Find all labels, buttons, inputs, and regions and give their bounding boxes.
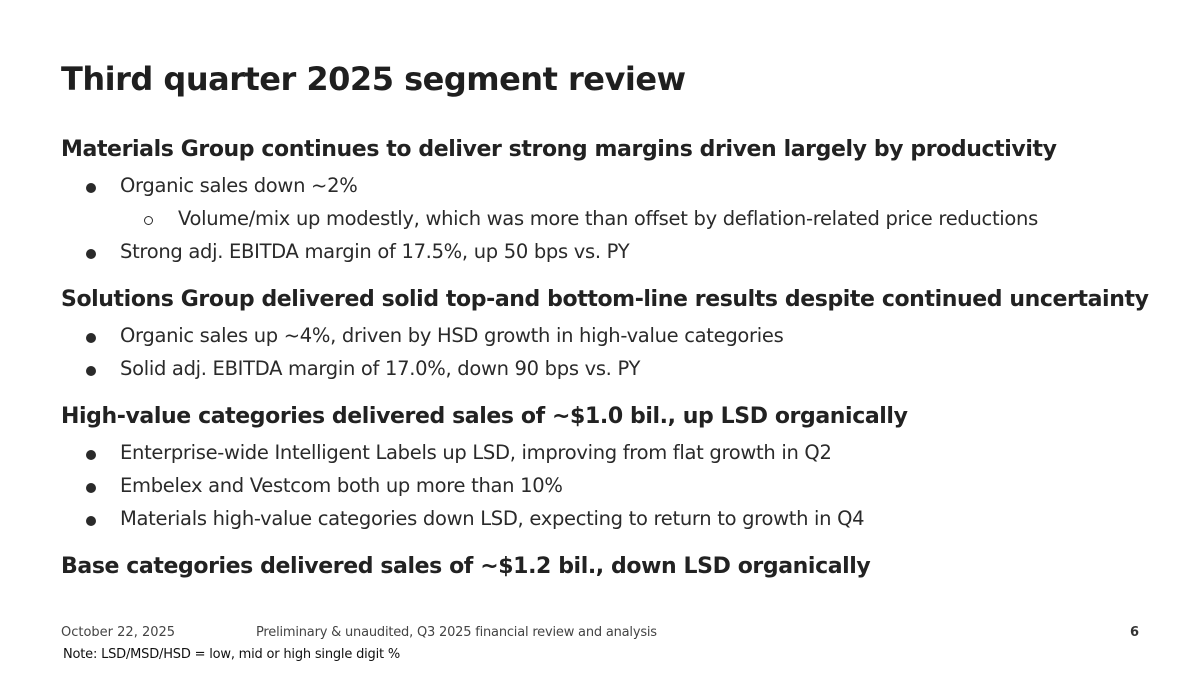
bullet-dot-icon bbox=[86, 366, 96, 376]
bullet-dot-icon bbox=[86, 516, 96, 526]
bullet-dot-icon bbox=[86, 249, 96, 259]
bullet-dot-icon bbox=[86, 483, 96, 493]
bullet-text: Strong adj. EBITDA margin of 17.5%, up 5… bbox=[120, 240, 630, 263]
bullet-text: Enterprise-wide Intelligent Labels up LS… bbox=[120, 441, 832, 464]
section-heading-high-value-categories: High-value categories delivered sales of… bbox=[61, 404, 908, 429]
footer-disclaimer: Preliminary & unaudited, Q3 2025 financi… bbox=[256, 625, 657, 640]
bullet-text: Embelex and Vestcom both up more than 10… bbox=[120, 474, 563, 497]
footnote: Note: LSD/MSD/HSD = low, mid or high sin… bbox=[63, 647, 400, 662]
section-heading-solutions-group: Solutions Group delivered solid top-and … bbox=[61, 287, 1149, 312]
bullet-text: Solid adj. EBITDA margin of 17.0%, down … bbox=[120, 357, 641, 380]
bullet-text: Materials high-value categories down LSD… bbox=[120, 507, 865, 530]
hollow-bullet-icon bbox=[144, 216, 153, 225]
section-heading-materials-group: Materials Group continues to deliver str… bbox=[61, 137, 1057, 162]
bullet-text: Organic sales down ~2% bbox=[120, 174, 358, 197]
bullet-dot-icon bbox=[86, 183, 96, 193]
section-heading-base-categories: Base categories delivered sales of ~$1.2… bbox=[61, 554, 871, 579]
bullet-text: Organic sales up ~4%, driven by HSD grow… bbox=[120, 324, 784, 347]
bullet-dot-icon bbox=[86, 450, 96, 460]
bullet-dot-icon bbox=[86, 333, 96, 343]
sub-bullet-text: Volume/mix up modestly, which was more t… bbox=[178, 207, 1038, 230]
page-number: 6 bbox=[1129, 625, 1139, 640]
footer-date: October 22, 2025 bbox=[61, 625, 176, 640]
slide-title: Third quarter 2025 segment review bbox=[61, 60, 686, 98]
